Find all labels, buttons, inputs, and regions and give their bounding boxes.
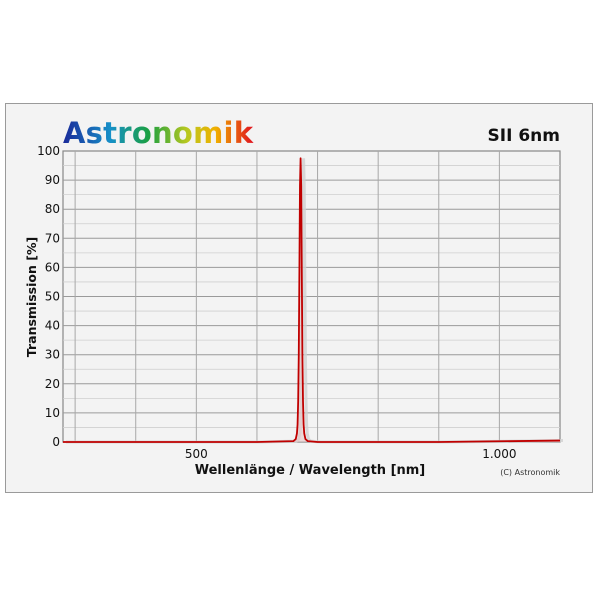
- transmission-line: [63, 157, 561, 443]
- y-tick-label: 40: [45, 319, 60, 333]
- y-tick-label: 80: [45, 202, 60, 216]
- y-axis-label: Transmission [%]: [24, 237, 39, 357]
- copyright-label: (C) Astronomik: [500, 468, 560, 477]
- y-tick-label: 100: [37, 144, 60, 158]
- y-tick-label: 20: [45, 377, 60, 391]
- y-tick-label: 90: [45, 173, 60, 187]
- astronomik-logo: Astronomik: [63, 116, 254, 150]
- y-tick-label: 60: [45, 260, 60, 274]
- x-tick-label: 500: [185, 447, 208, 461]
- x-axis-label: Wellenlänge / Wavelength [nm]: [195, 463, 426, 478]
- y-tick-label: 30: [45, 348, 60, 362]
- y-tick-label: 10: [45, 406, 60, 420]
- y-tick-label: 50: [45, 290, 60, 304]
- x-tick-label: 1.000: [482, 447, 516, 461]
- chart-title: SII 6nm: [488, 126, 560, 146]
- y-tick-label: 70: [45, 231, 60, 245]
- y-tick-label: 0: [52, 435, 60, 449]
